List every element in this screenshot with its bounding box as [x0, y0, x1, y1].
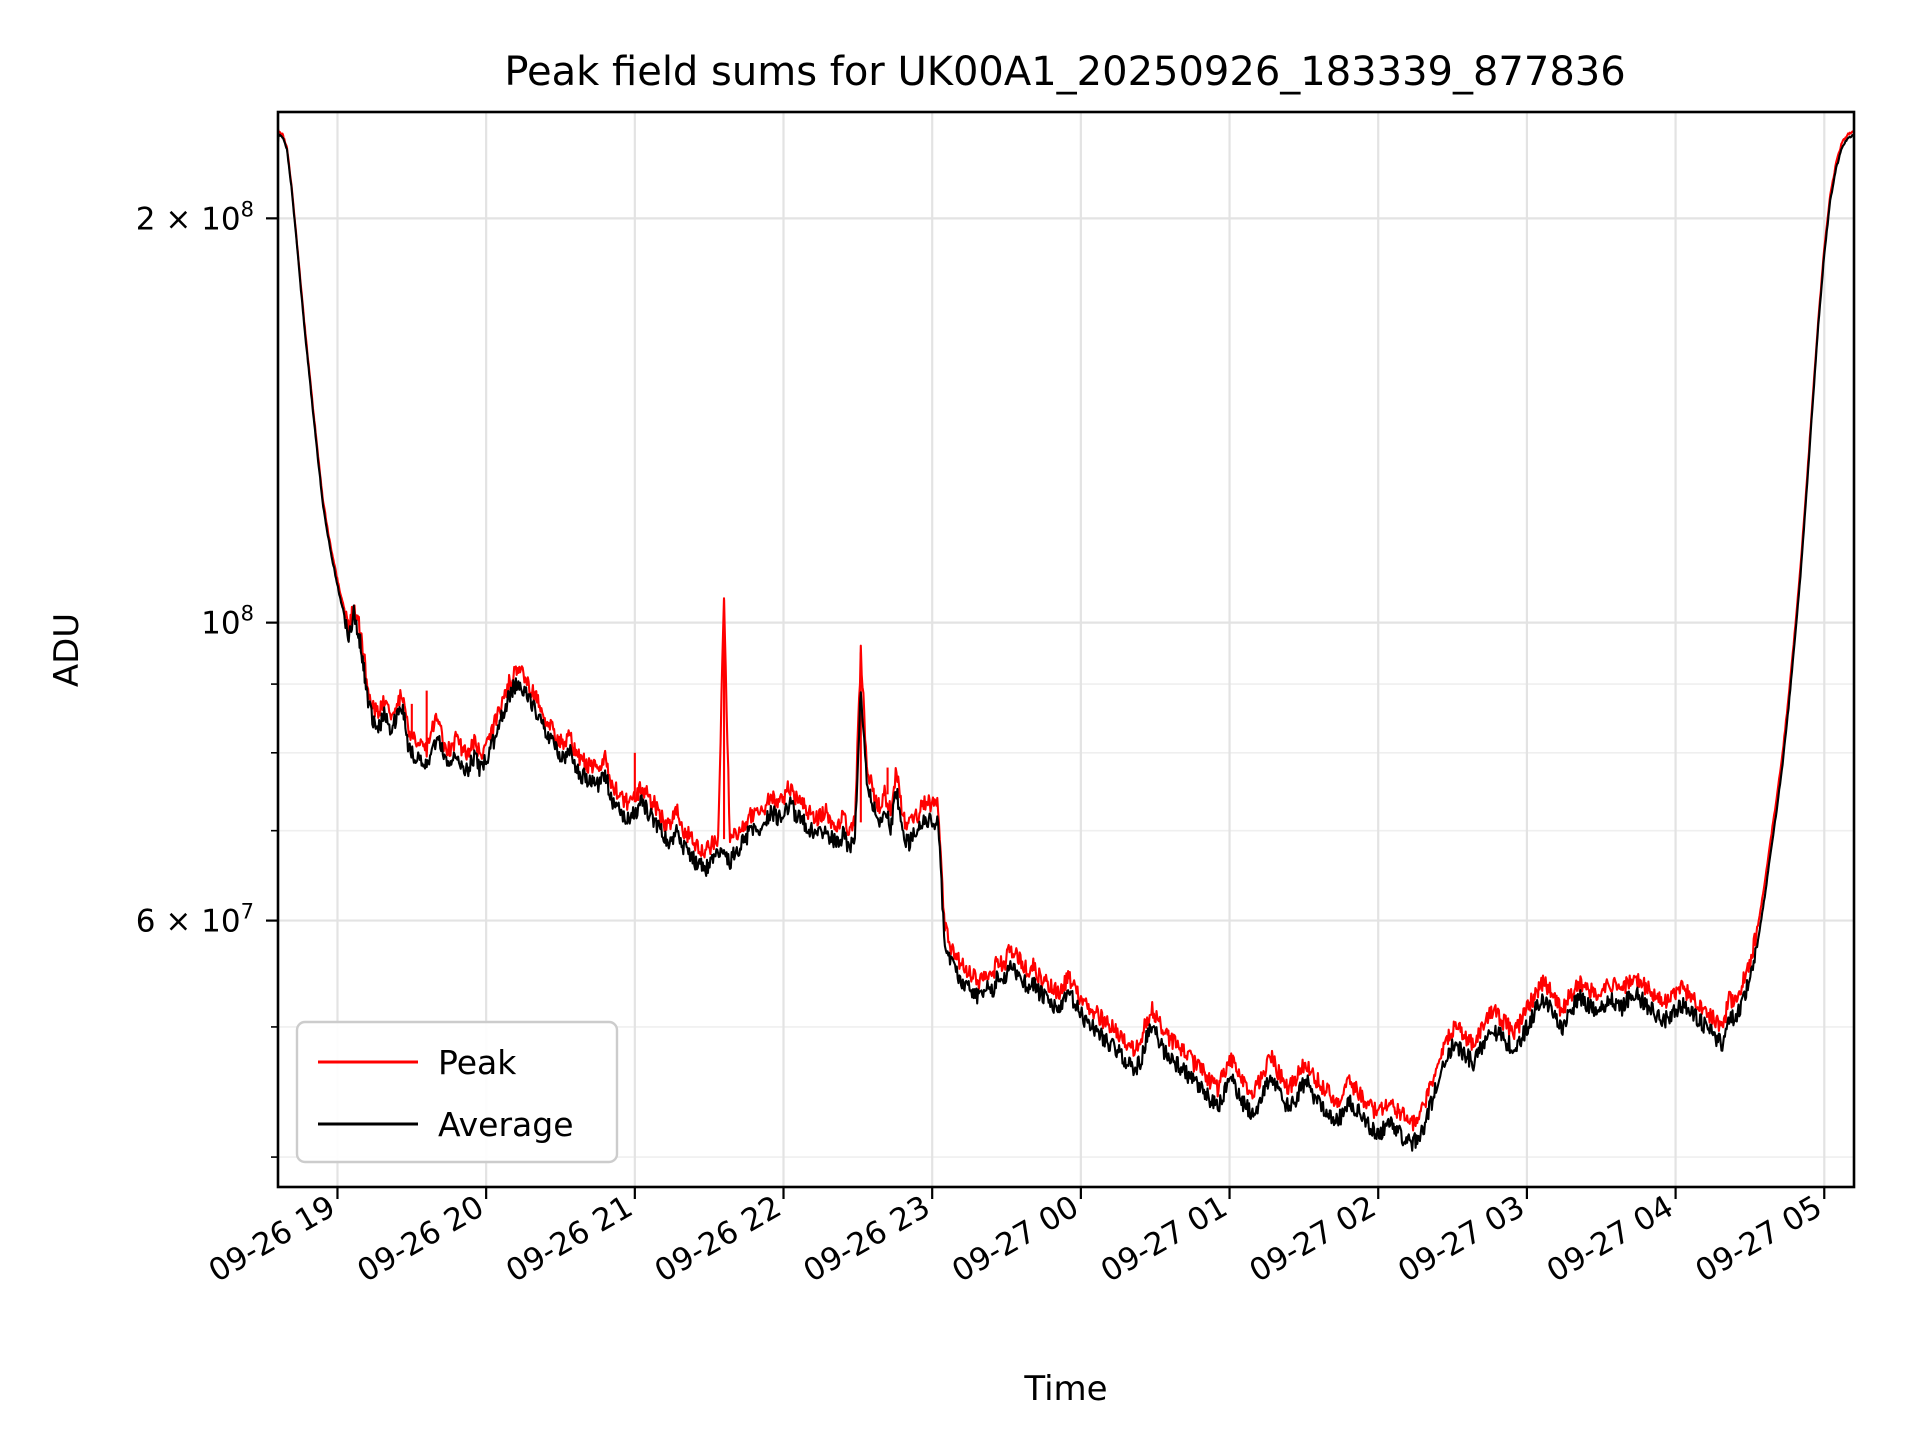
x-axis-label: Time — [1023, 1369, 1107, 1409]
axes-frame — [276, 110, 1856, 1189]
series-line-average — [278, 132, 1854, 1152]
legend-label-average: Average — [438, 1105, 574, 1144]
legend-background — [295, 1020, 619, 1164]
series-spikes-peak — [410, 599, 889, 840]
svg-text:108: 108 — [201, 602, 254, 642]
series-line-peak — [278, 128, 1854, 1132]
legend-entry-peak[interactable]: Peak — [318, 1043, 517, 1082]
legend-label-peak: Peak — [438, 1043, 517, 1082]
chart-legend[interactable]: Peak Average — [295, 1020, 619, 1164]
legend-entry-average[interactable]: Average — [318, 1105, 574, 1144]
y-axis-ticks: 2 × 108 108 6 × 107 — [136, 197, 278, 1158]
chart-title: Peak field sums for UK00A1_20250926_1833… — [504, 49, 1625, 95]
svg-text:2 × 108: 2 × 108 — [136, 197, 254, 237]
svg-text:6 × 107: 6 × 107 — [136, 900, 254, 940]
y-axis-label: ADU — [47, 613, 87, 687]
